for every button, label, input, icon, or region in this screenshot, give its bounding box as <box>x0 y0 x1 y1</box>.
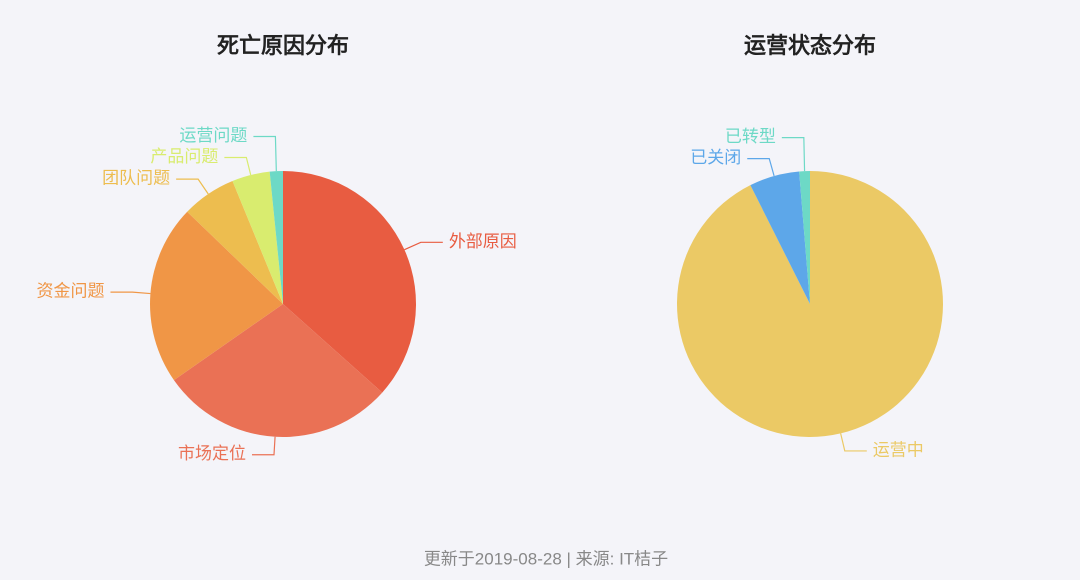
slice-label: 运营问题 <box>179 126 247 145</box>
pie-slice <box>149 211 283 381</box>
leader-line <box>404 241 443 251</box>
leader-line <box>110 291 151 295</box>
leader-line <box>176 178 209 195</box>
pie-slice <box>269 171 283 304</box>
leader-line <box>840 433 867 452</box>
chart-title: 死亡原因分布 <box>217 33 349 58</box>
pie-slice <box>187 180 283 304</box>
pie-slice <box>799 171 810 304</box>
slice-label: 已转型 <box>725 127 776 146</box>
slice-label: 已关闭 <box>690 148 741 167</box>
pie-slice <box>283 171 416 393</box>
pie-slice <box>750 171 810 304</box>
leader-line <box>781 137 806 172</box>
leader-line <box>747 158 775 177</box>
slice-label: 外部原因 <box>449 232 517 251</box>
pie-slice <box>232 171 283 304</box>
leader-line <box>251 436 276 456</box>
slice-label: 运营中 <box>873 440 924 459</box>
leader-line <box>253 135 277 172</box>
slice-label: 资金问题 <box>36 282 104 301</box>
leader-line <box>224 156 252 176</box>
slice-label: 产品问题 <box>150 147 218 166</box>
chart-title: 运营状态分布 <box>744 33 876 58</box>
slice-label: 市场定位 <box>178 444 246 463</box>
slice-label: 团队问题 <box>102 169 170 188</box>
pie-slice <box>677 171 944 437</box>
pie-slice <box>173 304 383 437</box>
footer: 更新于2019-08-28 | 来源: IT桔子 <box>424 549 668 568</box>
